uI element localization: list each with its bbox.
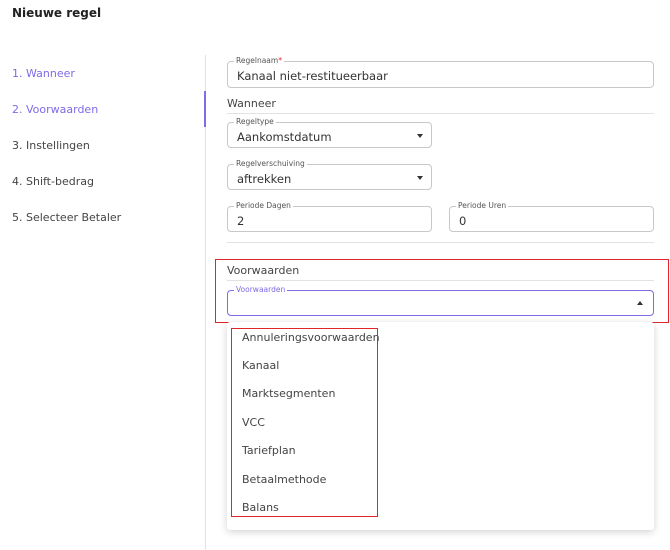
dropdown-arrow	[417, 176, 423, 180]
field-label: Periode Uren	[456, 201, 509, 210]
text-field[interactable]: Periode Uren 0	[449, 201, 654, 232]
nav-item[interactable]: 4. Shift-bedrag	[12, 175, 94, 188]
menu-option[interactable]: Betaalmethode	[242, 473, 327, 486]
nav-item[interactable]: 2. Voorwaarden	[12, 103, 99, 116]
section-title: Wanneer	[227, 97, 276, 110]
highlight-box	[231, 328, 378, 517]
active-indicator	[204, 91, 206, 127]
required-mark: *	[278, 56, 282, 65]
menu-option[interactable]: Marktsegmenten	[242, 387, 336, 400]
menu-option[interactable]: Tariefplan	[242, 444, 296, 457]
field-value: 2	[237, 214, 245, 228]
select[interactable]: Regeltype Aankomstdatum	[227, 117, 432, 148]
dropdown-arrow	[417, 134, 423, 138]
divider	[227, 280, 654, 281]
text-field[interactable]: Regelnaam* Kanaal niet-restitueerbaar	[227, 56, 654, 88]
text-field[interactable]: Periode Dagen 2	[227, 201, 432, 232]
field-value: Aankomstdatum	[237, 130, 332, 144]
field-label: Regelnaam*	[234, 56, 284, 65]
nav-item[interactable]: 1. Wanneer	[12, 67, 75, 80]
divider	[227, 113, 654, 114]
select[interactable]: Regelverschuiving aftrekken	[227, 159, 432, 190]
menu-option[interactable]: VCC	[242, 416, 265, 429]
select[interactable]: Voorwaarden	[227, 285, 654, 316]
menu-option[interactable]: Balans	[242, 501, 279, 514]
field-label: Regelverschuiving	[234, 159, 307, 168]
nav-item[interactable]: 3. Instellingen	[12, 139, 90, 152]
nav-item[interactable]: 5. Selecteer Betaler	[12, 211, 122, 224]
divider	[205, 55, 206, 550]
section-title: Voorwaarden	[227, 264, 300, 277]
field-label: Periode Dagen	[234, 201, 293, 210]
field-label: Voorwaarden	[234, 285, 288, 294]
menu-option[interactable]: Annuleringsvoorwaarden	[242, 331, 380, 344]
field-label: Regeltype	[234, 117, 276, 126]
field-value: 0	[459, 214, 467, 228]
dropdown-arrow	[637, 301, 643, 305]
divider	[227, 242, 654, 243]
menu-option[interactable]: Kanaal	[242, 359, 280, 372]
field-value: aftrekken	[237, 172, 292, 186]
page-title: Nieuwe regel	[12, 6, 102, 20]
label-text: Regelnaam	[236, 56, 279, 65]
field-value: Kanaal niet-restitueerbaar	[237, 69, 388, 83]
dropdown-menu: Annuleringsvoorwaarden Kanaal Marktsegme…	[227, 322, 654, 530]
